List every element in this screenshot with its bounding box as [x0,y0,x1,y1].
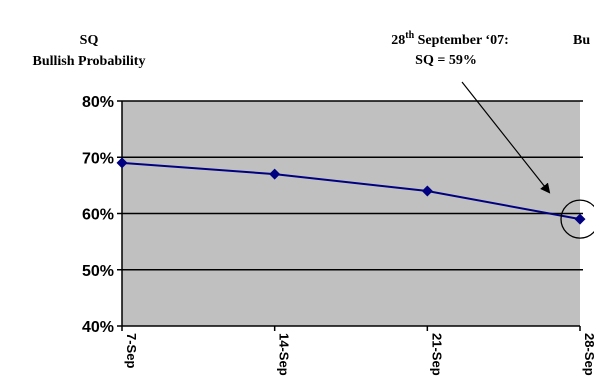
x-tick-label: 21-Sep [429,333,444,376]
right-clipped-text: Bu [573,33,590,48]
data-point-marker [574,213,586,225]
data-point-marker [269,168,281,180]
y-tick-label: 60% [82,207,114,224]
x-tick-label: 7-Sep [124,333,139,368]
series [116,157,586,225]
x-axis-tick-labels: 7-Sep 14-Sep 21-Sep 28-Sep [121,326,594,376]
annotation-value: SQ = 59% [415,53,477,68]
annotation-arrow [461,81,551,194]
gridlines [122,100,583,271]
y-axis-tick-labels: 40% 50% 60% 70% 80% [82,94,122,336]
highlight-circle-group [560,199,594,239]
x-tick-label: 28-Sep [582,333,594,376]
y-tick-label: 50% [82,263,114,280]
y-tick-label: 40% [82,319,114,336]
data-point-marker [116,157,128,169]
y-tick-label: 80% [82,94,114,111]
highlight-circle [560,199,594,239]
x-tick-label: 14-Sep [277,333,292,376]
series-line [121,161,581,221]
data-point-marker [421,185,433,197]
chart-title-line2: Bullish Probability [33,54,146,69]
y-tick-label: 70% [82,150,114,167]
chart-title-line1: SQ [80,33,99,48]
annotation-date: 28th September ‘07: [391,30,509,48]
